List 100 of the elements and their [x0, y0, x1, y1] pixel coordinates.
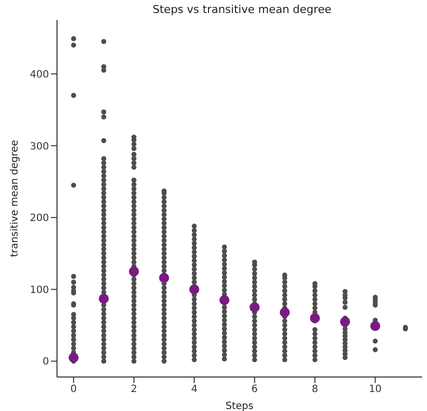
point	[162, 194, 167, 200]
point	[252, 288, 258, 294]
x-tick-label: 2	[130, 384, 138, 396]
point	[252, 327, 258, 332]
point	[71, 274, 76, 279]
point	[162, 242, 167, 248]
point	[252, 344, 258, 350]
point	[312, 340, 318, 346]
point	[252, 331, 258, 336]
point	[192, 331, 197, 336]
point	[252, 322, 258, 328]
x-tick-label: 0	[70, 384, 77, 396]
point	[71, 337, 76, 342]
point	[312, 331, 318, 336]
point	[162, 199, 167, 204]
point	[312, 344, 318, 350]
point	[250, 302, 260, 312]
point	[282, 331, 288, 336]
point	[101, 238, 106, 244]
point	[192, 314, 197, 320]
point	[101, 350, 106, 356]
point	[131, 246, 136, 252]
point	[252, 271, 258, 276]
point	[131, 337, 136, 342]
point	[101, 109, 106, 114]
point	[131, 285, 136, 290]
point	[101, 39, 106, 44]
point	[222, 344, 227, 349]
point	[162, 285, 167, 290]
point	[98, 294, 109, 304]
point	[101, 246, 106, 252]
point	[252, 340, 258, 346]
point	[159, 272, 170, 283]
point	[131, 250, 136, 256]
point	[162, 320, 167, 325]
point	[280, 307, 290, 318]
point	[131, 220, 136, 226]
point	[222, 253, 227, 258]
y-tick-label: 200	[30, 213, 49, 224]
point	[71, 328, 76, 334]
point	[101, 225, 106, 230]
point	[162, 260, 167, 265]
point	[101, 320, 106, 325]
point	[282, 292, 288, 298]
point	[192, 340, 197, 346]
point	[101, 173, 106, 178]
point	[131, 316, 136, 321]
y-tick-label: 300	[30, 141, 49, 152]
point	[192, 228, 197, 233]
point	[162, 220, 167, 226]
point	[131, 302, 136, 308]
point	[282, 327, 288, 332]
point	[101, 337, 106, 342]
point	[162, 302, 167, 308]
point	[131, 216, 136, 222]
point	[131, 332, 136, 338]
point	[71, 332, 76, 338]
point	[101, 285, 106, 290]
point	[131, 142, 136, 147]
point	[222, 334, 227, 340]
point	[252, 357, 258, 362]
point	[222, 339, 227, 344]
point	[222, 270, 227, 276]
point	[222, 304, 227, 310]
y-axis-title: transitive mean degree	[10, 140, 21, 258]
point	[222, 348, 227, 353]
point	[162, 354, 167, 360]
point	[162, 294, 167, 300]
point	[252, 314, 258, 320]
point	[101, 156, 106, 162]
point	[222, 278, 227, 284]
point	[131, 160, 136, 166]
point	[131, 311, 136, 316]
point	[131, 354, 136, 360]
point	[162, 255, 167, 260]
x-tick-label: 4	[191, 384, 198, 396]
point	[101, 208, 106, 213]
point	[71, 341, 76, 346]
point	[131, 212, 136, 218]
point	[71, 280, 76, 285]
point	[310, 313, 320, 324]
point	[131, 341, 136, 346]
point	[282, 296, 288, 302]
point	[131, 182, 136, 187]
point	[71, 92, 76, 98]
point	[342, 300, 348, 305]
point	[192, 262, 197, 268]
point	[162, 225, 167, 230]
point	[101, 182, 106, 187]
point	[131, 260, 136, 265]
point	[162, 346, 167, 351]
point	[162, 337, 167, 342]
point	[162, 350, 167, 356]
point	[192, 318, 197, 324]
point	[71, 324, 76, 330]
x-tick-label: 6	[251, 384, 258, 396]
point	[101, 216, 106, 222]
point	[252, 336, 258, 341]
point	[162, 208, 167, 213]
point	[162, 264, 167, 269]
